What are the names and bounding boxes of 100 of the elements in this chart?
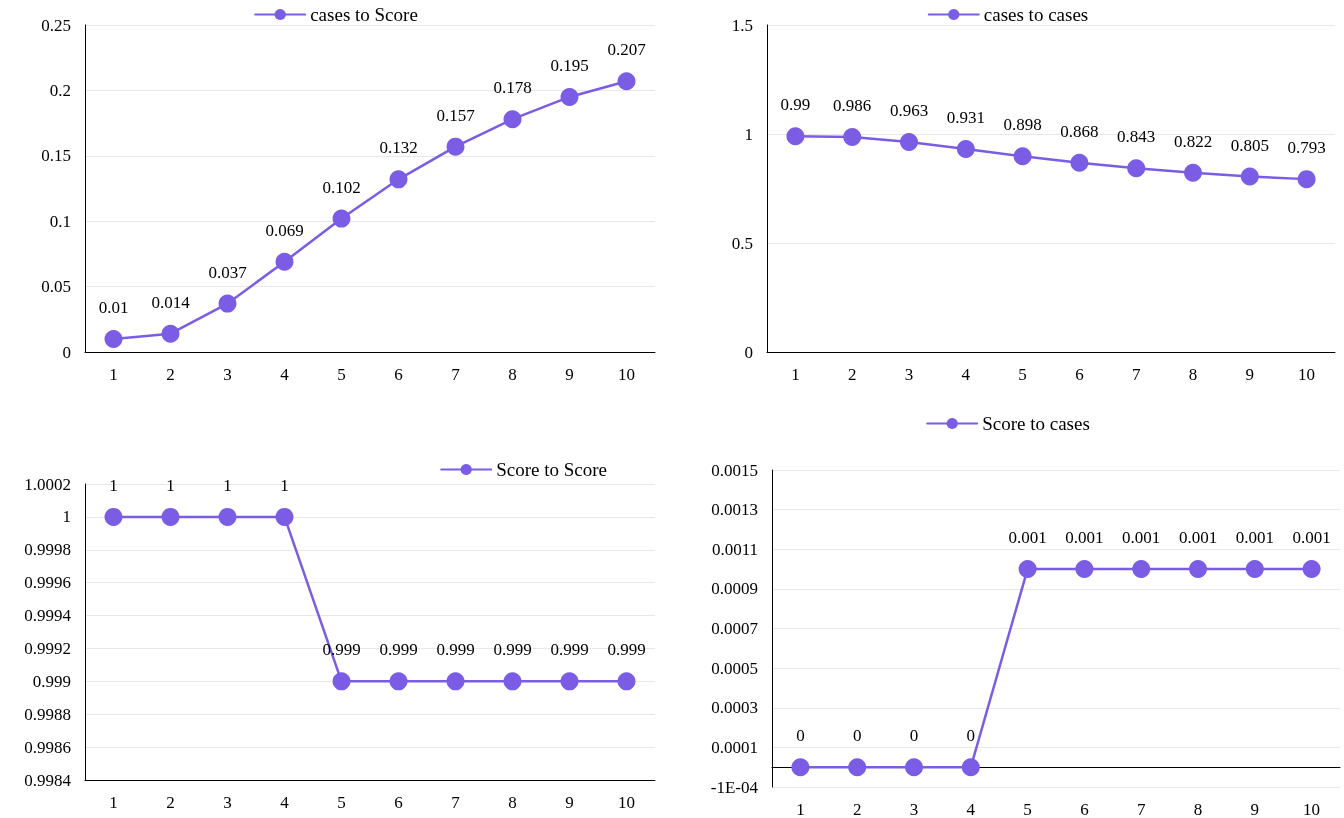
- x-tick-label: 7: [1136, 800, 1146, 818]
- y-tick-label: 0: [62, 342, 71, 362]
- legend-label: cases to cases: [983, 4, 1089, 25]
- point: [275, 252, 294, 271]
- x-tick-label: 6: [1080, 800, 1089, 818]
- x-tick-label: 1: [109, 793, 118, 812]
- point: [843, 128, 862, 147]
- data-label: 1: [109, 475, 118, 495]
- x-tick-label: 3: [223, 793, 232, 812]
- y-tick-label: 0.5: [731, 233, 753, 253]
- data-label: 0.822: [1173, 131, 1213, 151]
- x-tick-label: 9: [565, 365, 574, 384]
- y-tick-label: 0.0005: [711, 658, 758, 678]
- data-label: 0.069: [265, 220, 304, 240]
- data-label: 0.999: [607, 640, 646, 660]
- y-tick-label: 0.0001: [711, 737, 758, 757]
- x-tick-label: 1: [109, 365, 118, 384]
- x-tick-label: 4: [280, 365, 290, 384]
- data-label: 0.178: [493, 78, 532, 98]
- x-tick-label: 6: [394, 365, 403, 384]
- y-tick-label: 0.15: [41, 146, 71, 166]
- point: [956, 140, 975, 159]
- x-tick-label: 5: [1023, 800, 1032, 818]
- legend-label: cases to Score: [310, 4, 418, 25]
- x-tick-label: 2: [852, 800, 862, 818]
- x-tick-label: 3: [909, 800, 919, 818]
- data-label: 0.001: [1122, 528, 1161, 548]
- x-tick-label: 2: [847, 365, 857, 384]
- data-label: 0: [852, 726, 862, 746]
- y-tick-label: 0.9988: [24, 704, 71, 724]
- y-tick-label: 0.0015: [711, 460, 758, 480]
- y-tick-label: 0.9984: [24, 770, 72, 790]
- y-tick-label: 0: [744, 342, 753, 362]
- data-label: 0.793: [1287, 138, 1326, 158]
- data-label: 0: [966, 726, 976, 746]
- data-label: 0.001: [1008, 528, 1047, 548]
- point: [446, 137, 465, 156]
- x-tick-label: 3: [904, 365, 914, 384]
- x-tick-label: 7: [451, 793, 461, 812]
- x-tick-label: 1: [791, 365, 800, 384]
- data-label: 0.001: [1235, 528, 1274, 548]
- y-tick-label: 0.0007: [711, 619, 759, 638]
- data-label: 0.102: [322, 177, 361, 197]
- y-tick-label: 1.5: [731, 15, 753, 35]
- data-label: 0: [909, 726, 919, 746]
- point: [161, 324, 180, 343]
- y-tick-label: 0.9998: [24, 540, 71, 560]
- data-label: 0.99: [780, 95, 811, 115]
- data-label: 0.843: [1117, 127, 1156, 147]
- x-tick-label: 5: [1018, 365, 1027, 384]
- point: [1070, 153, 1089, 172]
- y-tick-label: 0.1: [49, 211, 71, 231]
- data-label: 0.001: [1178, 528, 1218, 548]
- y-tick-label: 1: [62, 507, 71, 527]
- x-tick-label: 4: [280, 793, 290, 812]
- data-label: 0.999: [379, 640, 418, 660]
- x-tick-label: 9: [1245, 365, 1255, 384]
- x-tick-label: 8: [1193, 800, 1203, 818]
- x-tick-label: 5: [337, 365, 346, 384]
- y-tick-label: 1.0002: [24, 474, 71, 494]
- y-tick-label: 0.0011: [711, 539, 758, 559]
- point: [786, 127, 805, 146]
- point: [1240, 167, 1259, 186]
- legend-label: Score to cases: [982, 413, 1090, 434]
- point: [218, 294, 237, 313]
- point: [617, 72, 636, 91]
- x-tick-label: 7: [1131, 365, 1141, 384]
- x-tick-label: 4: [961, 365, 971, 384]
- x-tick-label: 7: [451, 365, 461, 384]
- point: [1297, 170, 1316, 189]
- y-tick-label: 0.9994: [24, 606, 72, 626]
- data-label: 0.195: [550, 55, 589, 75]
- point: [389, 170, 408, 189]
- y-tick-label: 0.9996: [24, 573, 71, 593]
- data-label: 0.014: [151, 292, 191, 312]
- x-tick-label: 10: [1303, 800, 1321, 818]
- y-tick-label: -1E-04: [710, 777, 759, 797]
- point: [1127, 159, 1146, 178]
- data-label: 0.999: [493, 640, 532, 660]
- x-tick-label: 9: [1250, 800, 1260, 818]
- data-label: 0.931: [946, 108, 985, 128]
- data-label: 0.868: [1060, 121, 1099, 141]
- y-tick-label: 0.05: [41, 277, 71, 297]
- data-label: 0.132: [379, 138, 418, 158]
- data-label: 0.963: [889, 101, 929, 121]
- data-label: 1: [280, 475, 289, 495]
- x-tick-label: 8: [508, 365, 517, 384]
- data-label: 0.037: [208, 262, 248, 282]
- y-tick-label: 0.9992: [24, 638, 71, 658]
- x-tick-label: 10: [618, 793, 635, 812]
- x-tick-label: 5: [337, 793, 346, 812]
- x-tick-label: 2: [166, 365, 175, 384]
- x-tick-label: 10: [618, 365, 635, 384]
- data-label: 0.001: [1292, 528, 1331, 548]
- x-tick-label: 2: [166, 793, 175, 812]
- data-label: 0.999: [436, 640, 475, 660]
- data-label: 0.898: [1003, 115, 1042, 135]
- point: [560, 87, 579, 106]
- y-tick-label: 1: [744, 124, 753, 144]
- point: [503, 110, 522, 129]
